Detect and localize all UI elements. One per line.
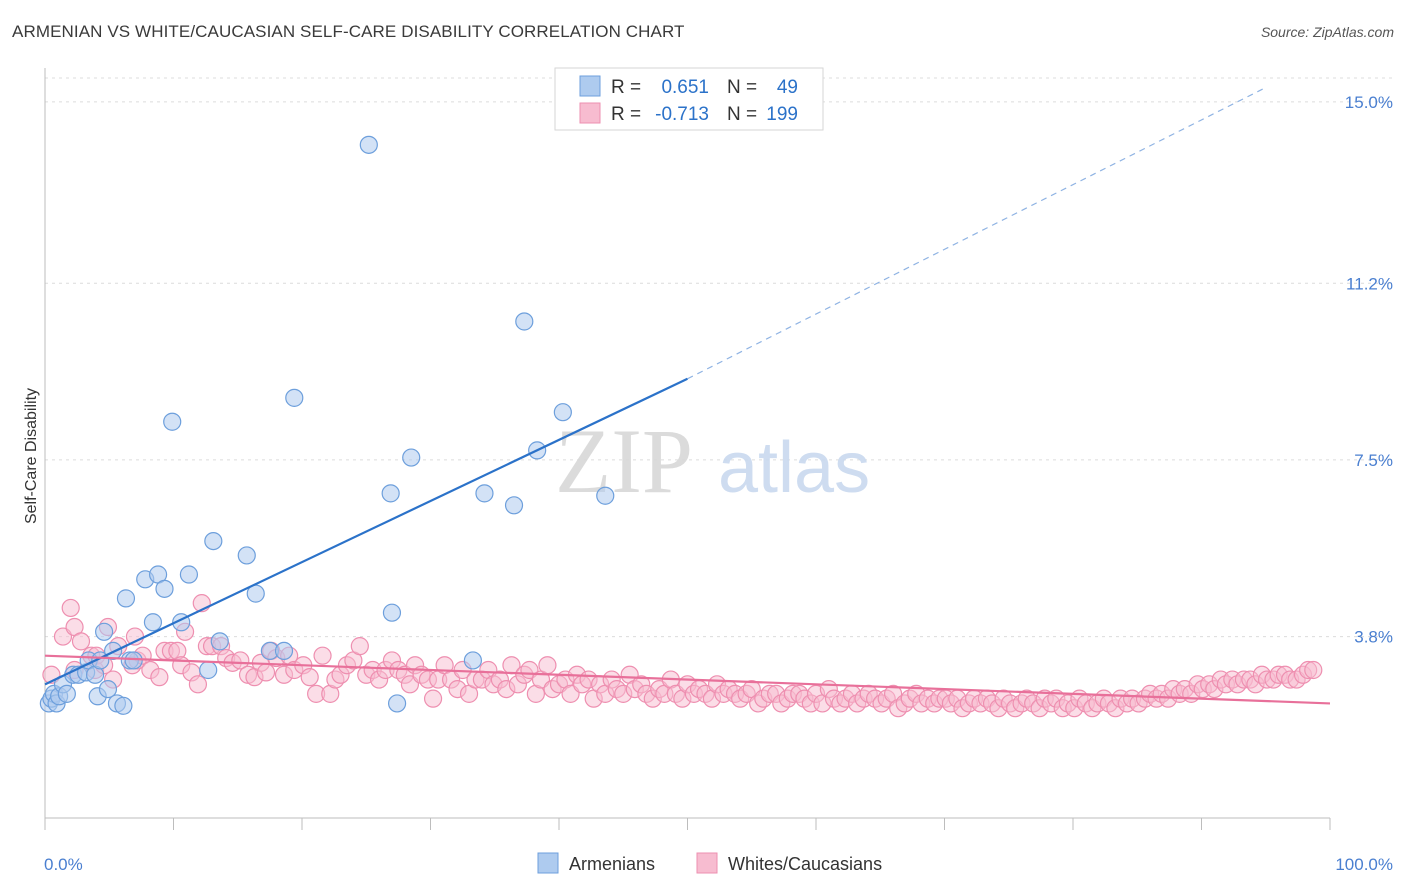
white-caucasian-point xyxy=(61,598,80,618)
armenian-point xyxy=(143,613,163,632)
armenian-point xyxy=(515,312,534,331)
armenian-trend-line xyxy=(44,377,688,686)
armenian-point xyxy=(124,651,143,670)
white-caucasian-point xyxy=(150,668,169,687)
armenian-point xyxy=(114,696,133,715)
armenian-legend-swatch xyxy=(579,75,601,97)
armenians-legend-swatch[interactable] xyxy=(537,852,559,874)
y-tick-label: 7.5% xyxy=(1354,451,1393,470)
armenian-point xyxy=(179,565,199,584)
armenian-point xyxy=(359,135,378,154)
armenian-point xyxy=(98,679,118,699)
legend-n-label-white: N = xyxy=(727,104,757,125)
armenian-point xyxy=(95,622,114,641)
armenian-point xyxy=(57,684,76,703)
legend-r-label-white: R = xyxy=(611,104,641,125)
source-note: Source: ZipAtlas.com xyxy=(1260,24,1394,40)
armenian-point xyxy=(504,496,524,515)
x-tick-label-start: 0.0% xyxy=(44,855,83,874)
armenian-point xyxy=(402,448,421,467)
white-caucasian-points xyxy=(42,594,1323,718)
white-caucasian-point xyxy=(300,668,319,687)
y-tick-label: 15.0% xyxy=(1345,93,1393,112)
armenian-point xyxy=(553,403,572,422)
legend-n-value-white: 199 xyxy=(766,104,798,125)
correlation-legend: R = 0.651 N = 49 R = -0.713 N = 199 xyxy=(554,67,824,131)
armenian-point xyxy=(285,388,304,407)
armenian-point xyxy=(210,632,229,651)
white-caucasian-point xyxy=(313,646,332,665)
white-caucasian-trend-line xyxy=(44,654,1331,705)
white-legend-swatch xyxy=(579,102,601,124)
y-axis-title: Self-Care Disability xyxy=(23,388,40,524)
armenian-point xyxy=(596,486,615,505)
whites-legend-label[interactable]: Whites/Caucasians xyxy=(728,854,882,874)
white-caucasian-point xyxy=(256,663,276,682)
armenian-point xyxy=(387,694,407,713)
armenian-trend-extension xyxy=(687,87,1267,380)
watermark: ZIP atlas xyxy=(555,410,870,512)
white-caucasian-point xyxy=(1304,660,1323,680)
armenian-point xyxy=(274,641,294,661)
watermark-zip: ZIP xyxy=(555,410,693,512)
white-caucasian-point xyxy=(423,689,443,708)
armenian-point xyxy=(237,546,256,565)
legend-r-value-armenian: 0.651 xyxy=(661,77,709,98)
armenian-point xyxy=(382,603,402,622)
armenians-legend-label[interactable]: Armenians xyxy=(569,854,655,874)
tick-labels: 3.8% 7.5% 11.2% 15.0% 0.0% 100.0% xyxy=(44,93,1393,874)
armenian-point xyxy=(163,412,182,431)
armenian-point xyxy=(155,579,174,598)
white-caucasian-point xyxy=(188,675,208,694)
whites-legend-swatch[interactable] xyxy=(696,852,718,874)
y-tick-label: 11.2% xyxy=(1346,274,1393,293)
chart-title: ARMENIAN VS WHITE/CAUCASIAN SELF-CARE DI… xyxy=(12,22,685,41)
armenian-point xyxy=(116,589,136,608)
armenian-point xyxy=(204,531,223,551)
white-caucasian-point xyxy=(350,637,369,656)
armenian-point xyxy=(463,651,483,670)
x-tick-label-end: 100.0% xyxy=(1335,855,1393,874)
white-caucasian-point xyxy=(231,651,250,670)
white-caucasian-point xyxy=(71,632,91,651)
armenian-point xyxy=(475,484,494,503)
legend-n-label-armenian: N = xyxy=(727,77,757,98)
armenian-points xyxy=(39,135,615,715)
fit-lines xyxy=(44,87,1331,705)
armenian-point xyxy=(381,484,400,503)
white-caucasian-point xyxy=(538,656,557,675)
armenian-point xyxy=(199,660,218,680)
legend-r-value-white: -0.713 xyxy=(655,104,709,125)
legend-n-value-armenian: 49 xyxy=(777,77,798,98)
series-legend: Armenians Whites/Caucasians xyxy=(537,852,882,874)
watermark-atlas: atlas xyxy=(718,428,870,508)
legend-r-label-armenian: R = xyxy=(611,77,641,98)
y-tick-label: 3.8% xyxy=(1354,628,1393,647)
